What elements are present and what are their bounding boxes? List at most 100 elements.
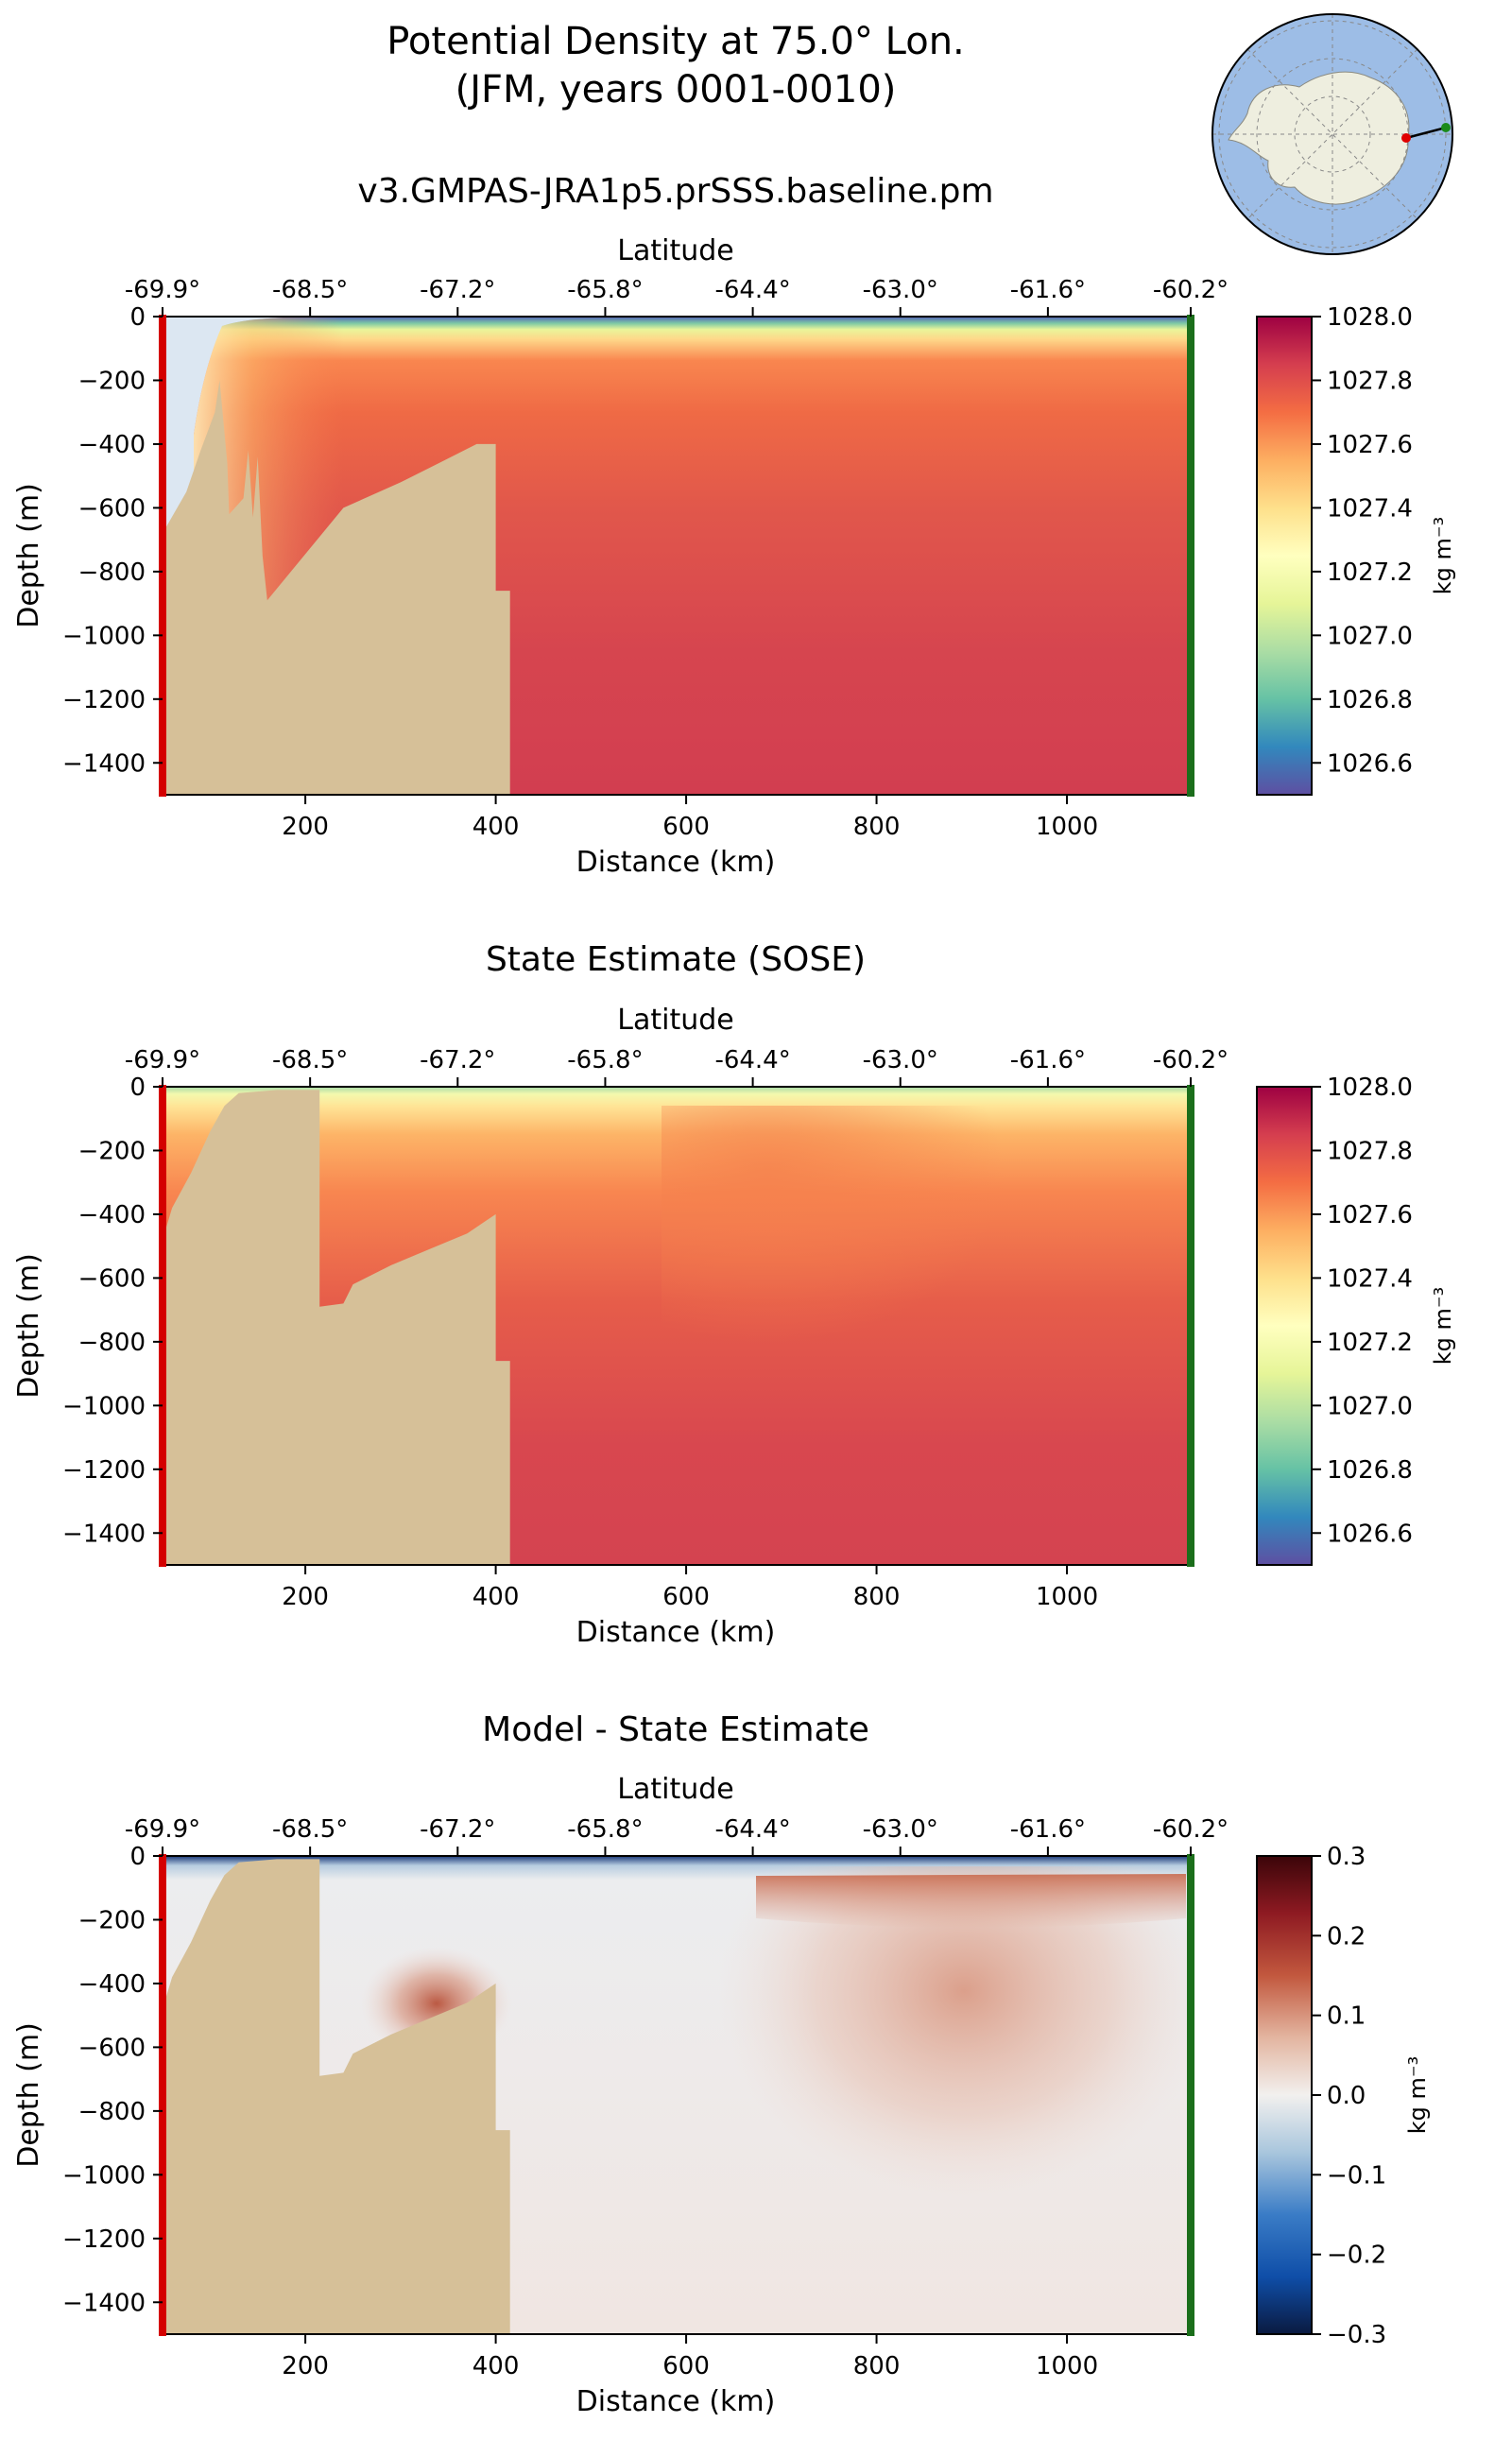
y-tick-label: 0 xyxy=(129,1843,146,1871)
colorbar-tick-label: 1026.8 xyxy=(1327,1456,1413,1485)
panel-difference: Model - State Estimate Latitude 200 400 60… xyxy=(12,1710,1431,2418)
y-tick-label: −1400 xyxy=(62,1520,146,1548)
x-tick-label: 400 xyxy=(472,1583,520,1611)
panel-title: v3.GMPAS-JRA1p5.prSSS.baseline.pm xyxy=(357,172,993,211)
y-axis-label: Depth (m) xyxy=(12,483,45,628)
y-tick-label: −1000 xyxy=(62,622,146,650)
y-tick-label: −600 xyxy=(78,494,146,523)
density-field-offshore-patch xyxy=(662,1106,1191,1484)
top-axis-label: Latitude xyxy=(617,1004,733,1037)
lat-tick-label: -61.6° xyxy=(1010,1046,1086,1074)
y-tick-label: −400 xyxy=(78,1970,146,1999)
x-tick-label: 600 xyxy=(662,2352,710,2380)
colorbar-tick-label: 1027.8 xyxy=(1327,1137,1413,1165)
colorbar-tick-label: 0.0 xyxy=(1327,2082,1366,2110)
x-tick-label: 200 xyxy=(282,1583,329,1611)
plot-frame xyxy=(159,1854,1194,2336)
colorbar-tick-label: 1028.0 xyxy=(1327,303,1413,332)
lat-tick-label: -65.8° xyxy=(567,276,643,304)
lat-tick-label: -68.5° xyxy=(272,276,348,304)
lat-tick-label: -60.2° xyxy=(1153,1815,1228,1844)
colorbar-tick-label: 0.3 xyxy=(1327,1843,1366,1871)
y-axis-label: Depth (m) xyxy=(12,1253,45,1399)
y-axis: 0 −200 −400 −600 −800 −1000 −1200 −1400 xyxy=(62,1074,163,1548)
lat-tick-label: -64.4° xyxy=(714,276,790,304)
lat-tick-label: -67.2° xyxy=(420,1046,495,1074)
colorbar-tick-label: 1027.0 xyxy=(1327,622,1413,650)
lat-axis: -69.9° -68.5° -67.2° -65.8° -64.4° -63.0° -61.… xyxy=(125,1815,1228,1856)
lat-tick-label: -60.2° xyxy=(1153,276,1228,304)
colorbar-tick-label: 1027.8 xyxy=(1327,367,1413,395)
x-axis: 200 400 600 800 1000 xyxy=(282,795,1098,841)
lat-tick-label: -63.0° xyxy=(863,276,938,304)
y-tick-label: −400 xyxy=(78,431,146,459)
lat-tick-label: -68.5° xyxy=(272,1815,348,1844)
y-tick-label: −800 xyxy=(78,2098,146,2126)
lat-tick-label: -61.6° xyxy=(1010,1815,1086,1844)
lat-tick-label: -61.6° xyxy=(1010,276,1086,304)
y-tick-label: −200 xyxy=(78,1137,146,1165)
y-tick-label: −1400 xyxy=(62,2289,146,2317)
top-axis-label: Latitude xyxy=(617,1773,733,1806)
difference-field-positive-region xyxy=(718,1866,1191,2282)
colorbar-tick-label: 1026.6 xyxy=(1327,749,1413,778)
lat-tick-label: -67.2° xyxy=(420,276,495,304)
y-tick-label: 0 xyxy=(129,303,146,332)
lat-tick-label: -69.9° xyxy=(125,276,200,304)
x-axis: 200 400 600 800 1000 xyxy=(282,2334,1098,2380)
y-tick-label: 0 xyxy=(129,1074,146,1102)
lat-tick-label: -64.4° xyxy=(714,1815,790,1844)
bathymetry xyxy=(163,380,510,795)
x-tick-label: 200 xyxy=(282,2352,329,2380)
plot-frame xyxy=(159,1085,1194,1567)
antarctica-polar-map-icon xyxy=(1211,13,1453,255)
plot-area xyxy=(163,317,1191,795)
y-tick-label: −1200 xyxy=(62,1456,146,1485)
colorbar-tick-label: 1027.6 xyxy=(1327,431,1413,459)
colorbar-tick-label: −0.1 xyxy=(1327,2161,1386,2190)
x-tick-label: 800 xyxy=(853,2352,901,2380)
x-tick-label: 1000 xyxy=(1036,1583,1098,1611)
colorbar: 1026.6 1026.8 1027.0 1027.2 1027.4 1027.6 1027… xyxy=(1256,1074,1456,1566)
y-tick-label: −800 xyxy=(78,558,146,587)
y-tick-label: −200 xyxy=(78,367,146,395)
x-tick-label: 1000 xyxy=(1036,2352,1098,2380)
x-axis-label: Distance (km) xyxy=(576,2385,776,2418)
colorbar-tick-label: 1026.8 xyxy=(1327,686,1413,714)
colorbar-tick-label: 1027.4 xyxy=(1327,1264,1413,1293)
x-tick-label: 200 xyxy=(282,813,329,841)
panel-title: State Estimate (SOSE) xyxy=(486,940,866,979)
colorbar: −0.3 −0.2 −0.1 0.0 0.1 0.2 0.3 kg m⁻³ xyxy=(1256,1843,1431,2349)
bathymetry xyxy=(163,1859,510,2334)
colorbar-tick-label: −0.3 xyxy=(1327,2321,1386,2349)
plot-area xyxy=(163,1856,1191,2334)
plot-area xyxy=(163,1087,1191,1565)
x-tick-label: 400 xyxy=(472,813,520,841)
lat-tick-label: -69.9° xyxy=(125,1046,200,1074)
x-axis: 200 400 600 800 1000 xyxy=(282,1565,1098,1611)
plot-frame xyxy=(159,315,1194,797)
panel-title: Model - State Estimate xyxy=(482,1710,869,1749)
colorbar-label: kg m⁻³ xyxy=(1430,1287,1456,1365)
colorbar-tick-label: 1027.6 xyxy=(1327,1201,1413,1229)
lat-tick-label: -64.4° xyxy=(714,1046,790,1074)
lat-tick-label: -67.2° xyxy=(420,1815,495,1844)
bathymetry xyxy=(163,1090,510,1565)
y-tick-label: −1200 xyxy=(62,2225,146,2254)
panel-state-estimate: State Estimate (SOSE) Latitude 200 400 600… xyxy=(12,940,1456,1649)
y-axis: 0 −200 −400 −600 −800 −1000 −1200 −1400 xyxy=(62,1843,163,2317)
y-axis-label: Depth (m) xyxy=(12,2022,45,2168)
figure-title-line2: (JFM, years 0001-0010) xyxy=(455,68,897,112)
x-tick-label: 1000 xyxy=(1036,813,1098,841)
x-tick-label: 600 xyxy=(662,813,710,841)
lat-tick-label: -63.0° xyxy=(863,1815,938,1844)
lat-tick-label: -60.2° xyxy=(1153,1046,1228,1074)
figure-title-line1: Potential Density at 75.0° Lon. xyxy=(387,20,965,63)
x-tick-label: 800 xyxy=(853,813,901,841)
x-tick-label: 400 xyxy=(472,2352,520,2380)
colorbar: 1026.6 1026.8 1027.0 1027.2 1027.4 1027.6 1027… xyxy=(1256,303,1456,796)
y-tick-label: −800 xyxy=(78,1329,146,1357)
x-tick-label: 800 xyxy=(853,1583,901,1611)
colorbar-tick-label: 0.1 xyxy=(1327,2002,1366,2031)
